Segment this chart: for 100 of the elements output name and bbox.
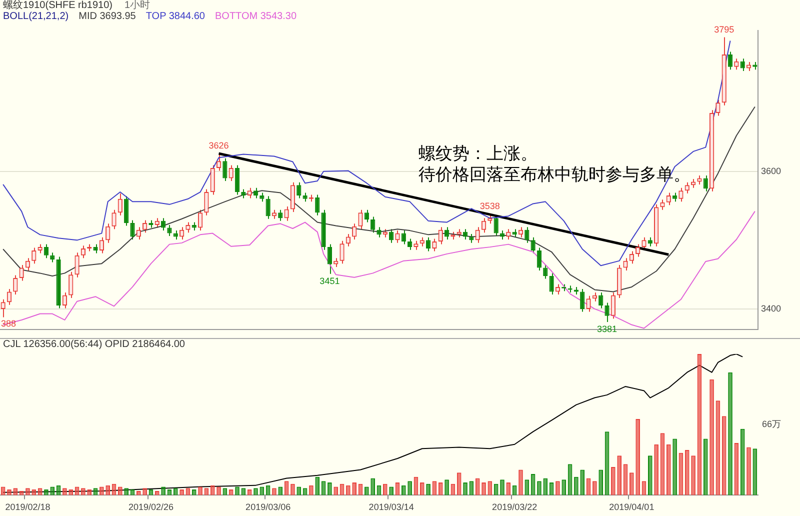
candlestick — [234, 164, 240, 196]
candlestick — [167, 224, 172, 237]
bar — [370, 478, 375, 496]
candlestick — [44, 244, 49, 259]
candlestick — [222, 158, 228, 182]
candlestick — [636, 244, 640, 258]
candlestick — [728, 51, 733, 70]
candlestick — [32, 247, 36, 264]
candlestick — [161, 218, 166, 232]
candlestick — [586, 295, 591, 312]
candlestick — [629, 250, 634, 264]
candlestick — [358, 209, 363, 230]
bar — [746, 447, 751, 496]
bar — [408, 481, 412, 496]
bar — [524, 480, 530, 496]
x-tick-label: 2019/02/18 — [5, 502, 50, 512]
candlestick — [481, 218, 486, 234]
candlestick — [678, 187, 684, 202]
x-tick-label: 2019/03/06 — [246, 502, 291, 512]
bar — [592, 481, 597, 496]
bar — [346, 485, 350, 496]
candlestick — [266, 196, 270, 220]
bar — [500, 480, 504, 496]
annotation: 3538 — [480, 201, 500, 212]
y-tick-label: 3600 — [761, 166, 782, 176]
legend-title: BOLL(21,21,2) — [3, 11, 69, 22]
text: MID 3693.95 — [78, 11, 136, 22]
bar — [556, 481, 560, 496]
candlestick — [247, 187, 252, 199]
candlestick — [204, 188, 209, 216]
candlestick — [376, 226, 382, 238]
bar — [278, 486, 283, 496]
candlestick — [106, 223, 110, 244]
candlestick — [426, 236, 431, 252]
bar — [710, 379, 714, 496]
annotation: 螺纹势：上涨。 — [418, 144, 538, 164]
annotation: 3795 — [714, 24, 734, 34]
candlestick — [112, 209, 116, 230]
candlestick — [124, 196, 129, 226]
bar — [574, 476, 578, 496]
candlestick — [346, 233, 350, 247]
bar — [537, 481, 542, 496]
candlestick — [0, 298, 6, 318]
chart-subtitle: 1小时 — [124, 0, 150, 11]
bar — [518, 470, 523, 496]
candlestick — [555, 284, 560, 296]
chart-title: CJL 126356.00(56:44) OPID 2186464.00 — [3, 339, 185, 350]
bar — [475, 478, 480, 496]
bar — [456, 472, 462, 496]
candlestick — [290, 182, 296, 212]
candlestick — [278, 209, 283, 222]
bar — [722, 416, 726, 496]
candlestick — [68, 271, 74, 298]
candlestick — [99, 236, 104, 254]
bar — [463, 482, 468, 496]
candlestick — [50, 252, 55, 263]
x-tick-label: 2019/04/01 — [609, 502, 654, 512]
candlestick — [530, 236, 536, 254]
bar — [309, 485, 314, 496]
bar — [444, 480, 449, 496]
candlestick — [549, 272, 554, 296]
candlestick — [198, 209, 203, 232]
candlestick — [684, 182, 690, 194]
candlestick — [666, 192, 671, 206]
bar — [161, 486, 166, 496]
candlestick — [62, 292, 68, 309]
candlestick — [228, 164, 234, 182]
bar — [580, 470, 585, 496]
text: 66万 — [762, 419, 782, 430]
candlestick — [703, 175, 708, 192]
candlestick — [327, 244, 332, 274]
candlestick — [734, 58, 739, 70]
x-tick-label: 2019/03/14 — [368, 502, 414, 512]
candlestick — [389, 228, 394, 244]
candlestick — [438, 226, 443, 245]
bar — [118, 486, 122, 496]
candlestick — [642, 236, 646, 250]
bar — [482, 482, 486, 496]
bar — [389, 486, 394, 496]
bar — [703, 438, 708, 496]
bar — [50, 486, 55, 496]
candlestick — [352, 223, 357, 240]
candlestick — [6, 288, 12, 306]
candlestick — [370, 216, 376, 234]
candlestick — [604, 302, 610, 323]
candlestick — [210, 164, 215, 196]
x-tick-label: 2019/02/26 — [128, 502, 174, 512]
bar — [438, 482, 443, 496]
bar — [617, 456, 622, 496]
candlestick — [432, 238, 437, 252]
candlestick — [610, 292, 616, 320]
candlestick — [364, 209, 369, 223]
annotation: 3381 — [597, 324, 618, 334]
candlestick — [580, 288, 585, 312]
candlestick — [315, 194, 320, 216]
candlestick — [408, 238, 412, 250]
bar — [426, 484, 430, 496]
candlestick — [395, 230, 400, 244]
candlestick — [118, 192, 122, 216]
bar — [334, 486, 338, 496]
